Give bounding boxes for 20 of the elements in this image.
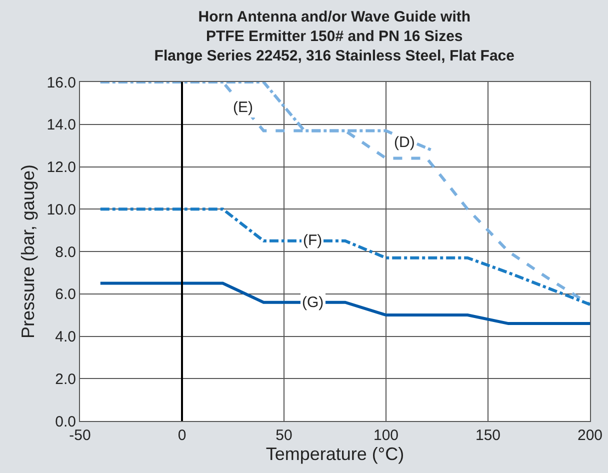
y-tick-label: 10.0 [46, 201, 76, 218]
x-tick-label: 200 [577, 427, 603, 444]
y-tick-label: 16.0 [46, 74, 76, 92]
annotation: (F) [303, 232, 322, 249]
chart-title: Horn Antenna and/or Wave Guide with PTFE Ermitter 150# and PN 16 Sizes Flange Series 22452, 316 Stainless Steel, Flat Face [154, 8, 514, 64]
y-tick-label: 8.0 [55, 244, 76, 261]
y-axis-title: Pressure (bar, gauge) [18, 164, 38, 339]
annotation: (G) [302, 294, 324, 311]
y-tick-label: 12.0 [46, 159, 76, 176]
x-tick-label: 0 [178, 427, 186, 444]
annotation: (D) [394, 134, 415, 151]
x-tick-label: 50 [276, 427, 292, 444]
y-tick-label: 4.0 [55, 328, 76, 346]
y-tick-label: 14.0 [46, 116, 76, 134]
x-tick-label: 100 [373, 427, 399, 444]
x-tick-label: 150 [475, 427, 501, 444]
y-tick-label: 2.0 [55, 370, 76, 388]
y-tick-label: 6.0 [55, 286, 76, 304]
annotation: (E) [233, 99, 253, 116]
x-axis-title: Temperature (°C) [266, 444, 404, 464]
